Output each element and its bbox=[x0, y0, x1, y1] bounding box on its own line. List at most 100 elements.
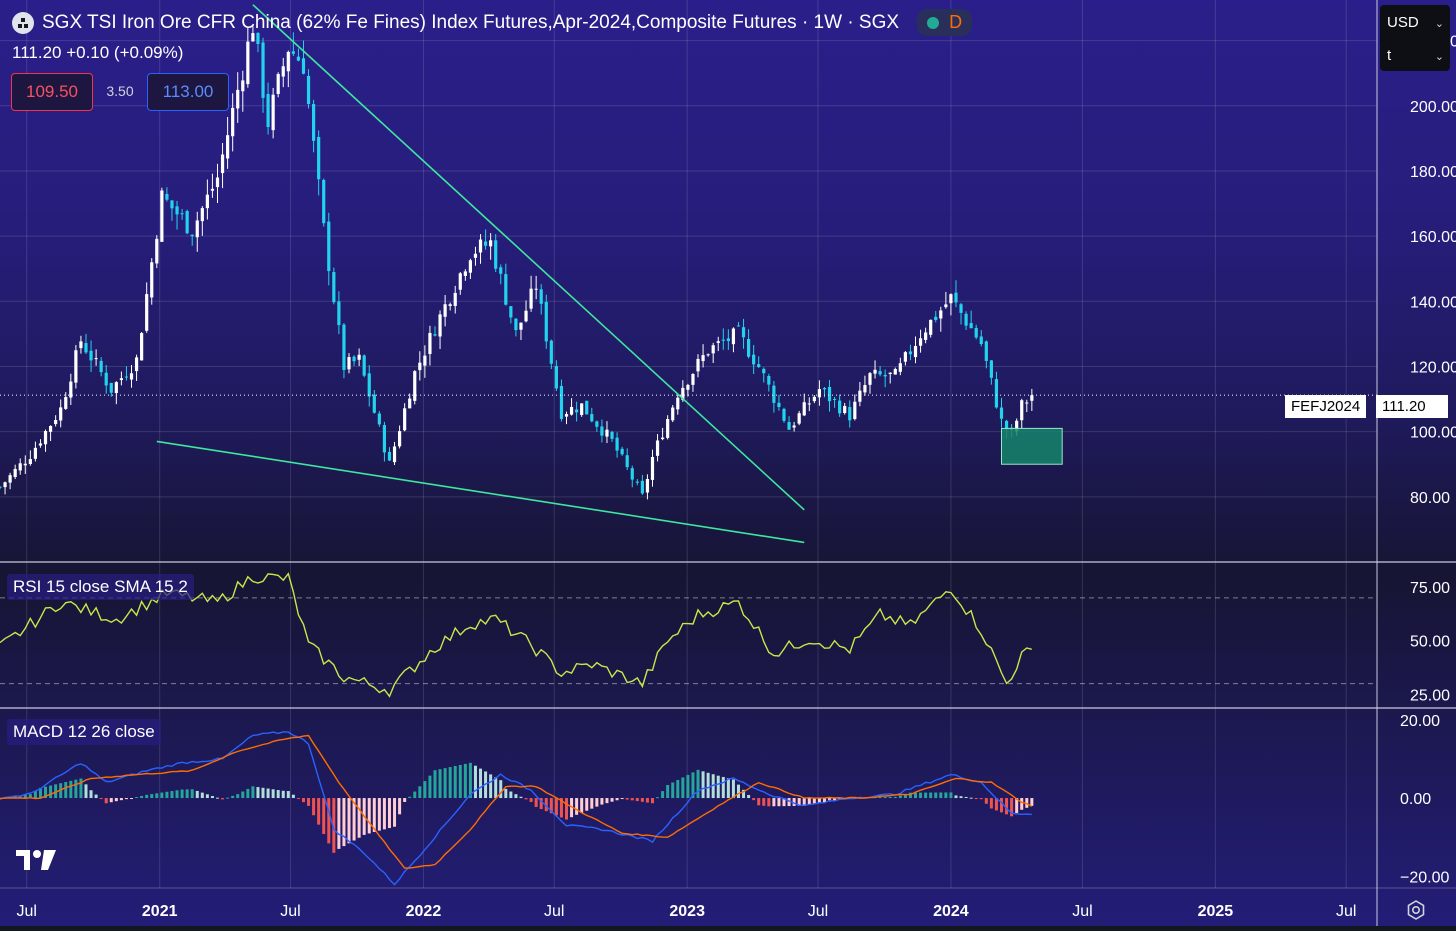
macd-histogram-bar bbox=[463, 763, 467, 799]
rsi-legend-label[interactable]: RSI 15 close SMA 15 2 bbox=[7, 574, 194, 600]
macd-histogram-bar bbox=[939, 792, 943, 799]
candle-body bbox=[807, 403, 811, 405]
macd-histogram-bar bbox=[114, 798, 118, 802]
candle-body bbox=[357, 354, 361, 360]
candle-body bbox=[777, 402, 781, 407]
candle-body bbox=[332, 272, 336, 303]
candle-body bbox=[666, 419, 670, 438]
macd-histogram-bar bbox=[757, 798, 761, 806]
macd-histogram-bar bbox=[195, 790, 199, 799]
candle-body bbox=[863, 385, 867, 393]
macd-histogram-bar bbox=[387, 798, 391, 829]
candle-body bbox=[8, 475, 12, 483]
macd-histogram-bar bbox=[155, 793, 159, 799]
trendline[interactable] bbox=[252, 4, 805, 511]
macd-axis-tick-label: 0.00 bbox=[1400, 791, 1431, 808]
macd-histogram-bar bbox=[458, 764, 462, 799]
candle-body bbox=[620, 448, 624, 455]
candle-body bbox=[327, 221, 331, 272]
candle-body bbox=[918, 338, 923, 346]
macd-histogram-bar bbox=[640, 798, 644, 802]
macd-histogram-bar bbox=[38, 787, 42, 799]
candle-body bbox=[200, 208, 204, 222]
candle-body bbox=[610, 431, 614, 439]
macd-line[interactable] bbox=[0, 731, 1032, 886]
candle-body bbox=[433, 334, 437, 336]
macd-histogram-bar bbox=[241, 791, 245, 799]
macd-histogram-bar bbox=[54, 784, 58, 799]
bid-price-button[interactable]: 109.50 bbox=[11, 73, 93, 111]
candle-body bbox=[772, 385, 776, 403]
macd-histogram-bar bbox=[261, 787, 265, 799]
rsi-axis-tick-label: 75.00 bbox=[1410, 580, 1450, 597]
macd-histogram-bar bbox=[418, 786, 422, 799]
candle-body bbox=[170, 200, 174, 209]
price-axis-tick-label: 120.00 bbox=[1410, 359, 1456, 376]
candle-body bbox=[362, 355, 366, 376]
macd-histogram-bar bbox=[625, 798, 629, 800]
macd-histogram-bar bbox=[135, 797, 139, 799]
candle-body bbox=[28, 459, 32, 464]
candle-body bbox=[549, 340, 553, 364]
macd-histogram-bar bbox=[479, 768, 483, 799]
macd-histogram-bar bbox=[999, 798, 1003, 813]
candle-body bbox=[706, 354, 710, 356]
candle-body bbox=[802, 402, 806, 416]
candle-body bbox=[337, 301, 341, 326]
candle-body bbox=[261, 42, 265, 98]
macd-signal-line[interactable] bbox=[0, 734, 1033, 869]
macd-histogram-bar bbox=[570, 798, 574, 818]
macd-histogram-bar bbox=[575, 798, 579, 815]
candle-body bbox=[908, 351, 913, 355]
support-zone-rectangle[interactable] bbox=[1000, 427, 1063, 465]
unit-label: t bbox=[1387, 47, 1392, 64]
symbol-price-tag: FEFJ2024 bbox=[1285, 395, 1367, 418]
macd-histogram-bar bbox=[443, 768, 447, 799]
macd-histogram-bar bbox=[347, 798, 351, 844]
macd-histogram-bar bbox=[296, 798, 300, 800]
tradingview-logo-icon[interactable] bbox=[16, 848, 58, 877]
macd-histogram-bar bbox=[974, 798, 978, 800]
candle-body bbox=[483, 241, 488, 246]
exchange-logo-icon bbox=[12, 11, 34, 34]
macd-histogram-bar bbox=[28, 794, 32, 799]
currency-unit-selector[interactable]: USD ⌄ t ⌄ bbox=[1380, 5, 1450, 71]
candle-body bbox=[630, 468, 634, 480]
macd-histogram-bar bbox=[681, 777, 685, 799]
candle-body bbox=[175, 206, 179, 215]
macd-histogram-bar bbox=[559, 798, 563, 818]
macd-histogram-bar bbox=[33, 791, 37, 799]
macd-histogram-bar bbox=[301, 798, 305, 803]
candle-body bbox=[220, 154, 225, 174]
macd-legend-label[interactable]: MACD 12 26 close bbox=[7, 719, 161, 745]
ask-price-button[interactable]: 113.00 bbox=[147, 73, 229, 111]
macd-histogram-bar bbox=[934, 792, 938, 799]
candle-body bbox=[499, 267, 503, 274]
macd-histogram-bar bbox=[119, 798, 123, 801]
candle-body bbox=[296, 56, 301, 61]
macd-histogram-bar bbox=[1030, 798, 1034, 806]
market-status-pill[interactable]: D bbox=[917, 9, 973, 36]
candle-body bbox=[458, 273, 462, 290]
macd-histogram-bar bbox=[565, 798, 569, 820]
chevron-down-icon: ⌄ bbox=[1434, 18, 1444, 30]
trendline[interactable] bbox=[156, 440, 805, 544]
candle-body bbox=[74, 350, 78, 383]
macd-histogram-bar bbox=[656, 797, 660, 799]
candle-body bbox=[979, 336, 983, 345]
macd-histogram-bar bbox=[959, 796, 963, 799]
candle-body bbox=[246, 41, 250, 85]
macd-histogram-bar bbox=[726, 778, 730, 799]
candle-body bbox=[838, 400, 842, 414]
macd-axis-tick-label: −20.00 bbox=[1400, 869, 1449, 886]
settings-icon[interactable] bbox=[1404, 898, 1428, 927]
candle-body bbox=[929, 319, 933, 335]
macd-histogram-bar bbox=[372, 798, 376, 832]
macd-histogram-bar bbox=[403, 798, 407, 802]
candle-body bbox=[817, 389, 822, 398]
macd-histogram-bar bbox=[438, 769, 442, 799]
symbol-title[interactable]: SGX TSI Iron Ore CFR China (62% Fe Fines… bbox=[42, 11, 900, 33]
candle-body bbox=[585, 400, 589, 415]
candle-body bbox=[306, 75, 311, 104]
